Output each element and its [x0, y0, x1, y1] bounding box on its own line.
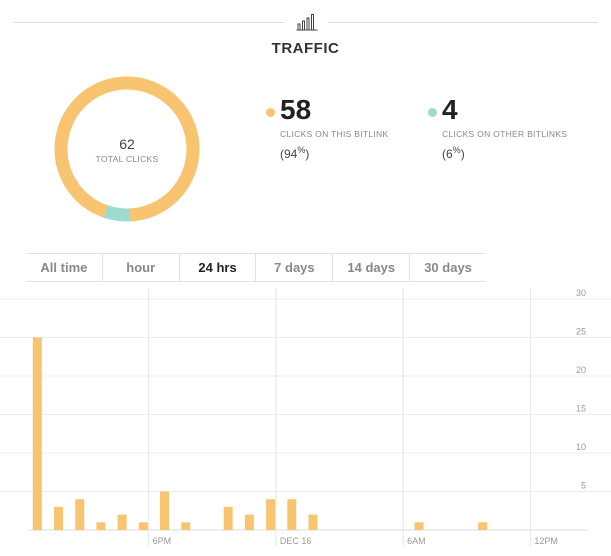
section-title: TRAFFIC [271, 40, 340, 57]
total-clicks-count: 62 [119, 136, 135, 152]
bar-chart-icon [296, 14, 318, 31]
tab-30-days[interactable]: 30 days [409, 254, 486, 281]
other-bitlinks-clicks: 4 [442, 94, 458, 125]
other-bitlinks-label: CLICKS ON OTHER BITLINKS [442, 129, 568, 139]
donut-center: 62 TOTAL CLICKS [53, 136, 201, 164]
this-bitlink-clicks: 58 [280, 94, 312, 125]
y-tick-label: 20 [576, 365, 586, 375]
x-tick-label: DEC 16 [280, 536, 312, 546]
bar[interactable] [54, 506, 64, 530]
clicks-bar-chart: 5 10 15 20 25 30 6PM DEC 16 6AM 12PM [0, 288, 611, 546]
bar[interactable] [181, 522, 191, 530]
bar[interactable] [244, 514, 254, 530]
tab-all-time[interactable]: All time [40, 260, 88, 275]
bar[interactable] [308, 514, 318, 530]
bar[interactable] [223, 506, 233, 530]
tab-24-hrs[interactable]: 24 hrs [178, 254, 256, 281]
y-tick-label: 25 [576, 327, 586, 337]
x-tick-label: 6AM [407, 536, 426, 546]
x-tick-label: 12PM [534, 536, 558, 546]
donut-slice-other-bitlinks [54, 76, 200, 222]
tab-14-days[interactable]: 14 days [332, 254, 409, 281]
bar[interactable] [75, 499, 85, 530]
bar[interactable] [96, 522, 106, 530]
bar[interactable] [414, 522, 424, 530]
header-rule-right [328, 22, 598, 23]
bar[interactable] [32, 337, 42, 531]
header-rule-left [14, 22, 284, 23]
bar[interactable] [160, 491, 170, 531]
total-clicks-donut [54, 76, 200, 222]
bar[interactable] [478, 522, 488, 530]
other-bitlinks-legend-dot [428, 108, 437, 117]
total-clicks-label: TOTAL CLICKS [95, 154, 159, 164]
y-tick-label: 30 [576, 288, 586, 298]
bar[interactable] [287, 499, 297, 530]
time-range-tabs: All time hour 24 hrs 7 days 14 days 30 d… [26, 253, 486, 282]
this-bitlink-legend-dot [266, 108, 275, 117]
bar[interactable] [138, 522, 148, 530]
y-tick-label: 10 [576, 442, 586, 452]
x-tick-label: 6PM [153, 536, 172, 546]
bar[interactable] [266, 499, 276, 530]
other-bitlinks-percent: (6%) [442, 145, 465, 161]
tab-hour[interactable]: hour [101, 254, 179, 281]
bar[interactable] [117, 514, 127, 530]
donut-slice-this-bitlink [54, 76, 200, 222]
tab-7-days[interactable]: 7 days [255, 254, 332, 281]
this-bitlink-label: CLICKS ON THIS BITLINK [280, 129, 389, 139]
y-tick-label: 15 [576, 404, 586, 414]
this-bitlink-percent: (94%) [280, 145, 310, 161]
y-tick-label: 5 [581, 481, 586, 491]
